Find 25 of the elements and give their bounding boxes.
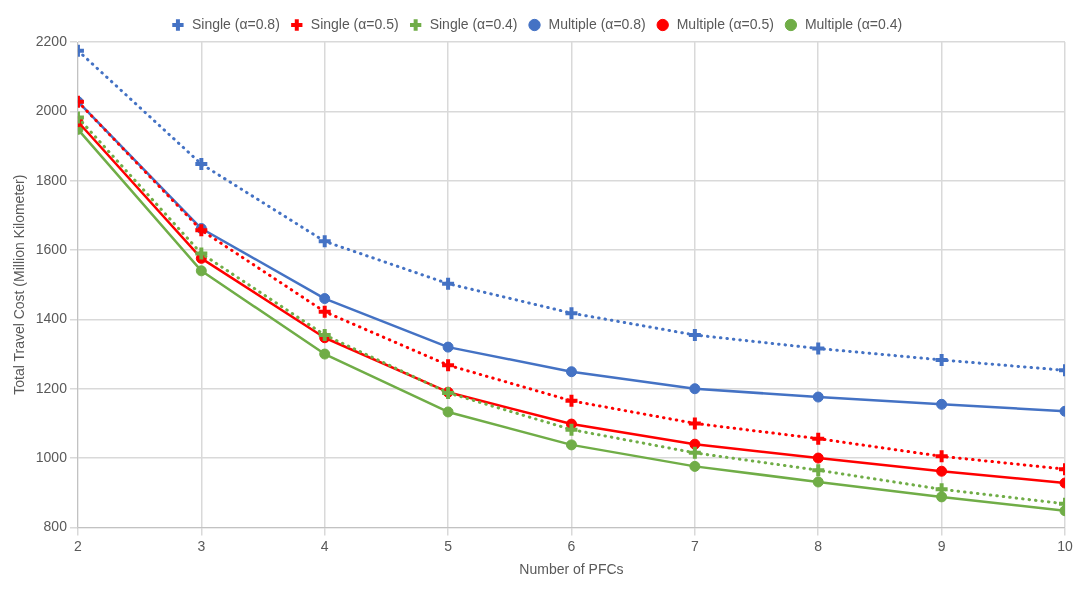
x-tick-label: 2 [74, 537, 83, 554]
y-tick-label: 800 [43, 518, 68, 535]
x-tick-label: 5 [444, 537, 453, 554]
legend-label: Multiple (α=0.5) [676, 15, 774, 32]
x-tick-label: 6 [567, 537, 576, 554]
y-tick-label: 1200 [35, 379, 68, 396]
x-tick-label: 9 [937, 537, 946, 554]
y-tick-label: 2000 [35, 102, 68, 119]
y-tick-label: 1600 [35, 240, 68, 257]
x-tick-label: 10 [1057, 537, 1073, 554]
legend-label: Single (α=0.8) [191, 15, 280, 32]
y-axis-title: Total Travel Cost (Million Kilometer) [11, 174, 28, 395]
y-tick-label: 1800 [35, 171, 68, 188]
y-tick-label: 2200 [35, 32, 68, 49]
legend-label: Single (α=0.4) [429, 15, 518, 32]
legend-label: Multiple (α=0.8) [548, 15, 646, 32]
x-tick-label: 7 [690, 537, 699, 554]
y-tick-label: 1000 [35, 448, 68, 465]
y-tick-label: 1400 [35, 310, 68, 327]
legend-label: Single (α=0.5) [310, 15, 399, 32]
x-tick-label: 3 [197, 537, 206, 554]
legend-label: Multiple (α=0.4) [804, 15, 903, 32]
x-axis-title: Number of PFCs [519, 561, 624, 578]
x-tick-label: 4 [320, 537, 329, 554]
x-tick-label: 8 [814, 537, 823, 554]
